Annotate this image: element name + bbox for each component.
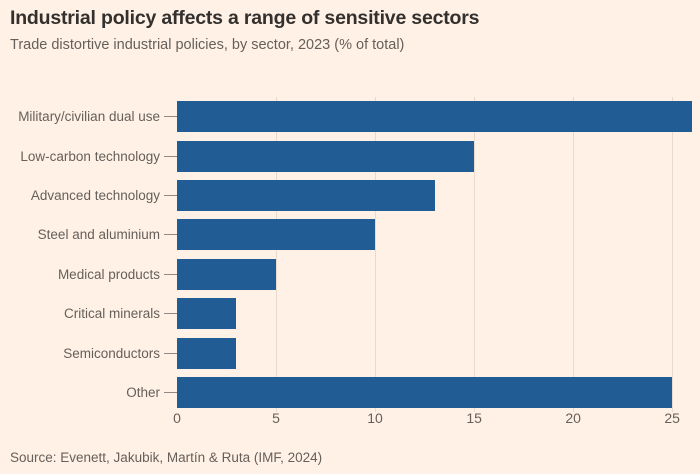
x-axis-tick-label: 20 — [565, 410, 581, 426]
x-axis-tick-label: 10 — [367, 410, 383, 426]
category-tick-mark — [164, 234, 177, 236]
category-label: Other — [126, 384, 160, 400]
bar-track — [177, 337, 692, 369]
category-label: Semiconductors — [63, 345, 160, 361]
category-row: Medical products — [0, 255, 692, 294]
bar-rows: Military/civilian dual use Low-carbon tec… — [0, 97, 692, 412]
category-tick-mark — [164, 391, 177, 393]
category-tick-mark — [164, 116, 177, 118]
bar — [177, 101, 692, 133]
category-row: Semiconductors — [0, 333, 692, 372]
category-row: Advanced technology — [0, 176, 692, 215]
bar-track — [177, 219, 692, 251]
bar — [177, 298, 237, 330]
category-row: Low-carbon technology — [0, 136, 692, 175]
category-row: Critical minerals — [0, 294, 692, 333]
x-axis-tick-label: 15 — [466, 410, 482, 426]
x-axis-tick-label: 0 — [173, 410, 181, 426]
category-tick-mark — [164, 313, 177, 315]
chart-subtitle: Trade distortive industrial policies, by… — [10, 37, 405, 53]
bar-track — [177, 298, 692, 330]
category-row: Steel and aluminium — [0, 215, 692, 254]
category-tick-mark — [164, 155, 177, 157]
x-axis-tick-label: 25 — [664, 410, 680, 426]
bar — [177, 179, 435, 211]
category-label: Military/civilian dual use — [18, 109, 160, 125]
gridline-10 — [374, 97, 376, 412]
bar-track — [177, 258, 692, 290]
bar — [177, 376, 673, 408]
gridline-15 — [473, 97, 475, 412]
bar — [177, 140, 475, 172]
x-axis-tick-label: 5 — [272, 410, 280, 426]
bar-track — [177, 101, 692, 133]
category-label: Steel and aluminium — [37, 227, 160, 243]
gridline-5 — [275, 97, 277, 412]
category-label: Critical minerals — [63, 306, 160, 322]
bar-track — [177, 179, 692, 211]
category-label: Advanced technology — [30, 187, 160, 203]
category-row: Other — [0, 373, 692, 412]
bar — [177, 337, 237, 369]
bar-track — [177, 140, 692, 172]
category-label: Medical products — [57, 266, 160, 282]
gridline-25 — [671, 97, 673, 412]
bar-track — [177, 376, 692, 408]
category-tick-mark — [164, 273, 177, 275]
plot-gridlines — [177, 97, 692, 412]
x-axis: 0 5 10 15 20 25 — [0, 408, 700, 428]
bar — [177, 258, 277, 290]
category-label: Low-carbon technology — [20, 148, 160, 164]
source-note: Source: Evenett, Jakubik, Martín & Ruta … — [10, 450, 323, 465]
category-row: Military/civilian dual use — [0, 97, 692, 136]
bar — [177, 219, 376, 251]
gridline-20 — [572, 97, 574, 412]
chart-title: Industrial policy affects a range of sen… — [10, 7, 480, 29]
category-tick-mark — [164, 194, 177, 196]
category-tick-mark — [164, 352, 177, 354]
